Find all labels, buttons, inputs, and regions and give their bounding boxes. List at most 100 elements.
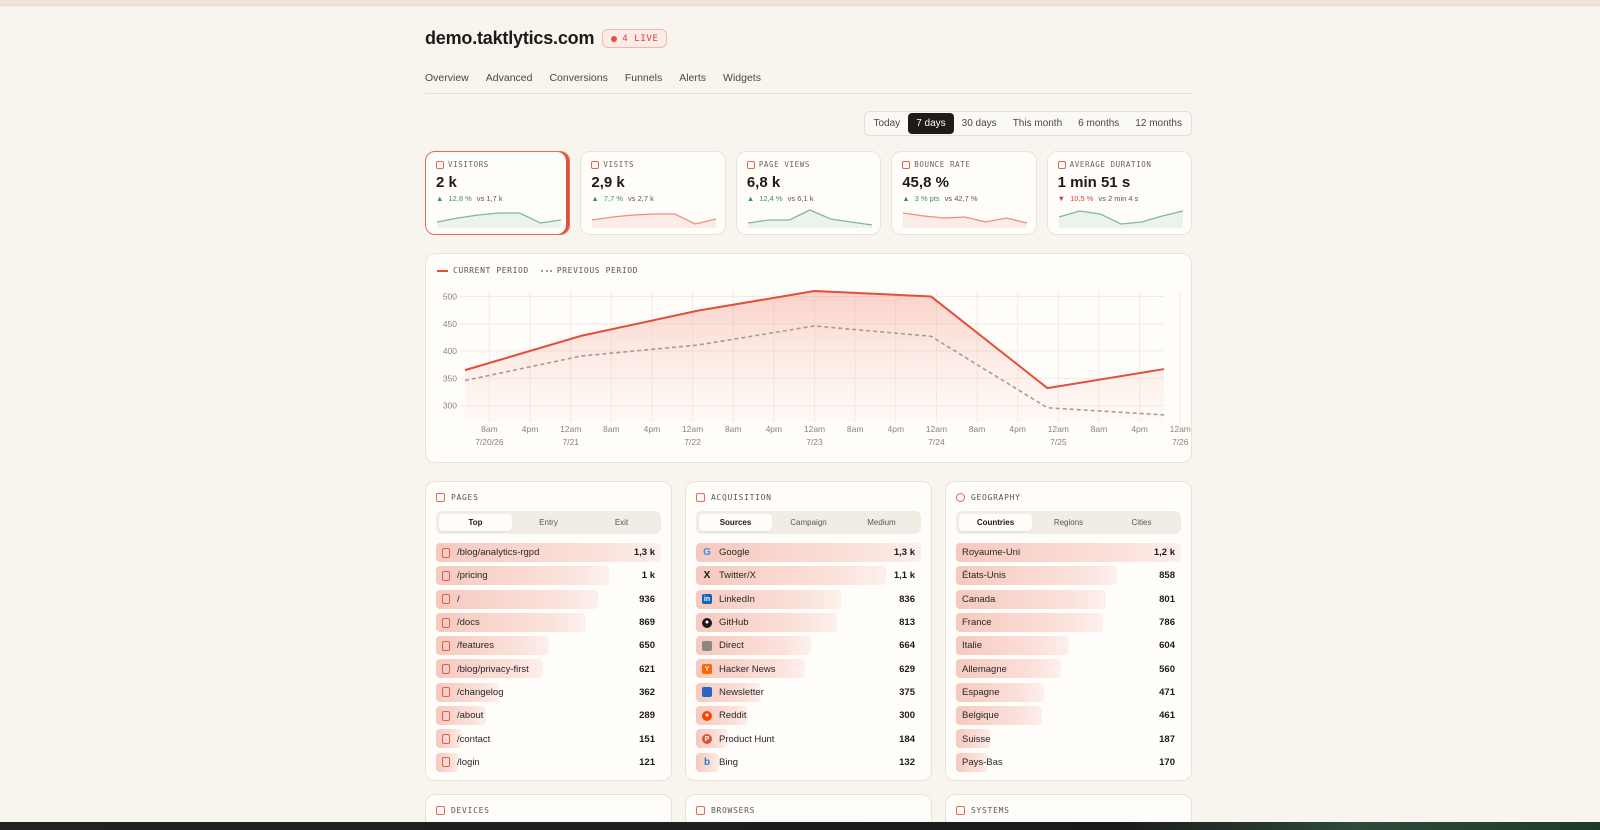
page-icon [442,687,450,698]
current-swatch [437,269,448,272]
live-count: 4 LIVE [622,33,659,44]
list-item[interactable]: Canada 801 [956,588,1181,611]
row-bar [696,682,761,702]
page-icon [442,710,450,721]
x-tick-label: 4pm [644,424,661,434]
live-badge[interactable]: 4 LIVE [602,29,668,48]
x-date-label: 7/22 [684,437,701,447]
panel-pages: PAGES Top Entry Exit/blog/analytics-rgpd 1,3… [425,481,672,781]
row-label: France [956,617,1159,628]
row-value: 187 [1159,733,1175,745]
list-item[interactable]: Italie 604 [956,634,1181,657]
kpi-label: VISITS [603,160,635,169]
list-item[interactable]: ● Reddit 300 [696,704,921,727]
row-value: 629 [899,663,915,675]
kpi-card-page-views[interactable]: PAGE VIEWS 6,8 k ▲ 12,4 % vs 6,1 k [735,151,882,235]
hn-icon: Y [702,664,712,675]
list-item[interactable]: G Google 1,3 k [696,541,921,564]
kpi-card-average-duration[interactable]: AVERAGE DURATION 1 min 51 s ▼ 10,5 % vs 2 mi… [1046,151,1193,235]
list-item[interactable]: P Product Hunt 184 [696,727,921,750]
range-12-months[interactable]: 12 months [1135,118,1182,129]
tab-countries[interactable]: Countries [959,514,1032,531]
x-tick-label: 12am [1048,424,1069,434]
tab-medium[interactable]: Medium [867,518,896,527]
nav-conversions[interactable]: Conversions [549,72,608,84]
list-item[interactable]: / 936 [436,588,661,611]
list-item[interactable]: X Twitter/X 1,1 k [696,564,921,587]
row-bar [696,636,811,656]
range-today[interactable]: Today [873,118,901,129]
tab-cities[interactable]: Cities [1131,518,1152,527]
list-item[interactable]: États-Unis 858 [956,564,1181,587]
list-item[interactable]: /features 650 [436,634,661,657]
list-item[interactable]: Belgique 461 [956,704,1181,727]
tab-exit[interactable]: Exit [614,518,629,527]
x-tick-label: 4pm [1009,424,1026,434]
line-chart[interactable]: 300 350 400 450 500 8am 7/20/26 4pm 12am 7/21 8am 4… [426,254,1193,464]
kpi-card-bounce-rate[interactable]: BOUNCE RATE 45,8 % ▲ 3 % pts vs 42,7 % [891,151,1037,235]
row-label-text: /blog/privacy-first [457,663,529,675]
list-item[interactable]: /blog/analytics-rgpd 1,3 k [436,541,661,564]
range-this-month[interactable]: This month [1012,118,1063,129]
list-item[interactable]: Newsletter 375 [696,681,921,704]
kpi-card-visits[interactable]: VISITS 2,9 k ▲ 7,7 % vs 2,7 k [580,151,726,235]
page-views-icon [746,160,755,169]
nav-advanced[interactable]: Advanced [485,72,533,84]
list-item[interactable]: Direct 664 [696,634,921,657]
row-label-text: Product Hunt [719,733,775,745]
row-label-text: /about [457,710,484,722]
kpi-label: AVERAGE DURATION [1069,160,1152,169]
x-date-label: 7/26 [1172,437,1189,447]
range-6-months[interactable]: 6 months [1078,118,1120,129]
range-30-days[interactable]: 30 days [961,118,997,129]
row-bar [956,729,992,749]
range-7-days[interactable]: 7 days [908,113,954,134]
browsers-icon [696,806,705,815]
list-item[interactable]: Pays-Bas 170 [956,751,1181,774]
row-label-text: Twitter/X [719,570,756,582]
tab-campaign[interactable]: Campaign [790,518,827,527]
list-item[interactable]: /docs 869 [436,611,661,634]
list-item[interactable]: in LinkedIn 836 [696,588,921,611]
list-item[interactable]: /contact 151 [436,727,661,750]
list-item[interactable]: Allemagne 560 [956,657,1181,680]
kpi-delta-value: 12,8 % [448,194,472,203]
x-tick-label: 8am [969,424,986,434]
list-item[interactable]: France 786 [956,611,1181,634]
row-bar [436,752,459,772]
list-item[interactable]: Y Hacker News 629 [696,657,921,680]
kpi-compare: vs 1,7 k [476,194,503,203]
list-item[interactable]: /pricing 1 k [436,564,661,587]
tab-entry[interactable]: Entry [539,518,558,527]
list-item[interactable]: b Bing 132 [696,751,921,774]
row-bar [436,566,610,586]
nav-overview[interactable]: Overview [425,72,469,84]
list-item[interactable]: /changelog 362 [436,681,661,704]
kpi-value: 2,9 k [591,174,625,191]
x-tick-label: 12am [682,424,703,434]
list-item[interactable]: ● GitHub 813 [696,611,921,634]
tab-top[interactable]: Top [439,514,512,531]
tab-sources[interactable]: Sources [699,514,772,531]
kpi-delta: ▲ 3 % pts vs 42,7 % [902,194,1025,203]
row-label: Allemagne [956,664,1159,675]
list-item[interactable]: Suisse 187 [956,727,1181,750]
kpi-card-visitors[interactable]: VISITORS 2 k ▲ 12,8 % vs 1,7 k [425,151,571,235]
list-item[interactable]: /blog/privacy-first 621 [436,657,661,680]
list-item[interactable]: /login 121 [436,751,661,774]
list-item[interactable]: Espagne 471 [956,681,1181,704]
list-item[interactable]: /about 289 [436,704,661,727]
newsletter-icon [702,687,712,698]
row-bar [436,543,661,562]
panel-title: ACQUISITION [711,493,772,502]
row-label: Belgique [956,710,1159,721]
nav-widgets[interactable]: Widgets [723,72,761,84]
row-value: 869 [639,617,655,629]
list-item[interactable]: Royaume-Uni 1,2 k [956,541,1181,564]
row-label-text: France [962,617,992,629]
tab-regions[interactable]: Regions [1053,518,1084,527]
nav-alerts[interactable]: Alerts [679,72,707,84]
sparkline-line [747,209,872,226]
nav-funnels[interactable]: Funnels [624,72,663,84]
panel-header: PAGES [436,493,661,502]
